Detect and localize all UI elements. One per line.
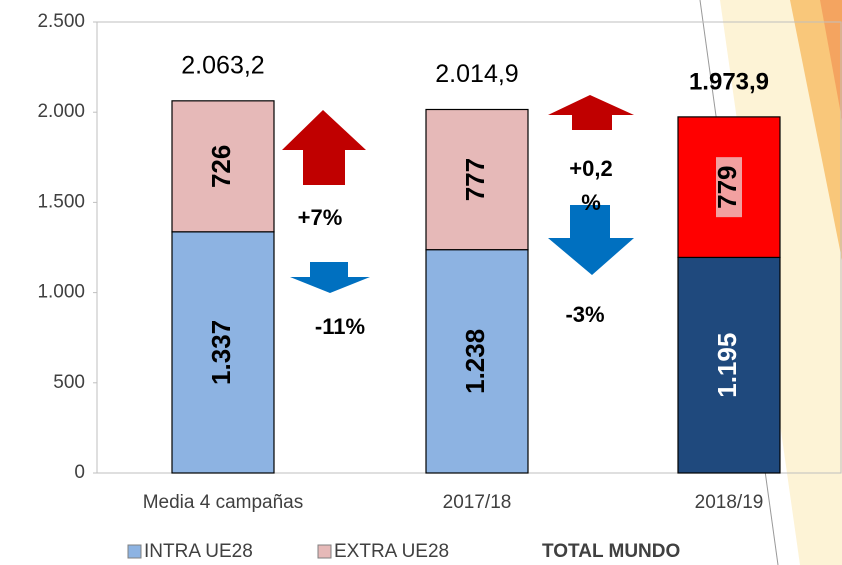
annotation: -3% [565,302,605,327]
y-tick-label: 500 [53,372,85,393]
label-box [716,157,742,218]
y-tick-label: 1.000 [37,282,85,303]
bar-segment [171,231,275,474]
annotation: +7% [297,205,343,230]
annotation: +0,2 % [569,156,613,215]
y-tick-label: 0 [74,462,85,483]
legend-label: EXTRA UE28 [334,541,449,562]
legend-swatch [127,544,142,559]
up-arrow [282,110,366,185]
data-label: 726 [206,145,236,188]
annotation: -11% [314,314,366,339]
data-label: 1.195 [712,333,742,398]
total-label: 1.973,9 [689,68,769,95]
legend-swatch [317,544,332,559]
data-label: 1.337 [206,320,236,385]
up-arrow [548,95,634,130]
x-tick-label: 2018/19 [695,492,764,513]
x-tick-label: Media 4 campañas [143,492,304,513]
down-arrow [290,262,370,293]
legend-label: TOTAL MUNDO [542,541,680,562]
y-tick-label: 2.500 [37,11,85,32]
y-tick-label: 1.500 [37,191,85,212]
bar-segment [171,100,275,233]
total-label: 2.063,2 [181,51,264,79]
x-tick-label: 2017/18 [443,492,512,513]
legend-label: INTRA UE28 [144,541,253,562]
total-label: 2.014,9 [435,60,518,88]
decoration [790,0,842,260]
bar-segment [425,249,529,474]
y-tick-label: 2.000 [37,101,85,122]
data-label: 777 [460,158,490,201]
decoration [820,0,842,120]
bar-segment [425,108,529,251]
data-label: 779 [712,165,742,208]
down-arrow [548,205,634,275]
bar-segment [677,256,781,474]
data-label: 1.238 [460,329,490,394]
